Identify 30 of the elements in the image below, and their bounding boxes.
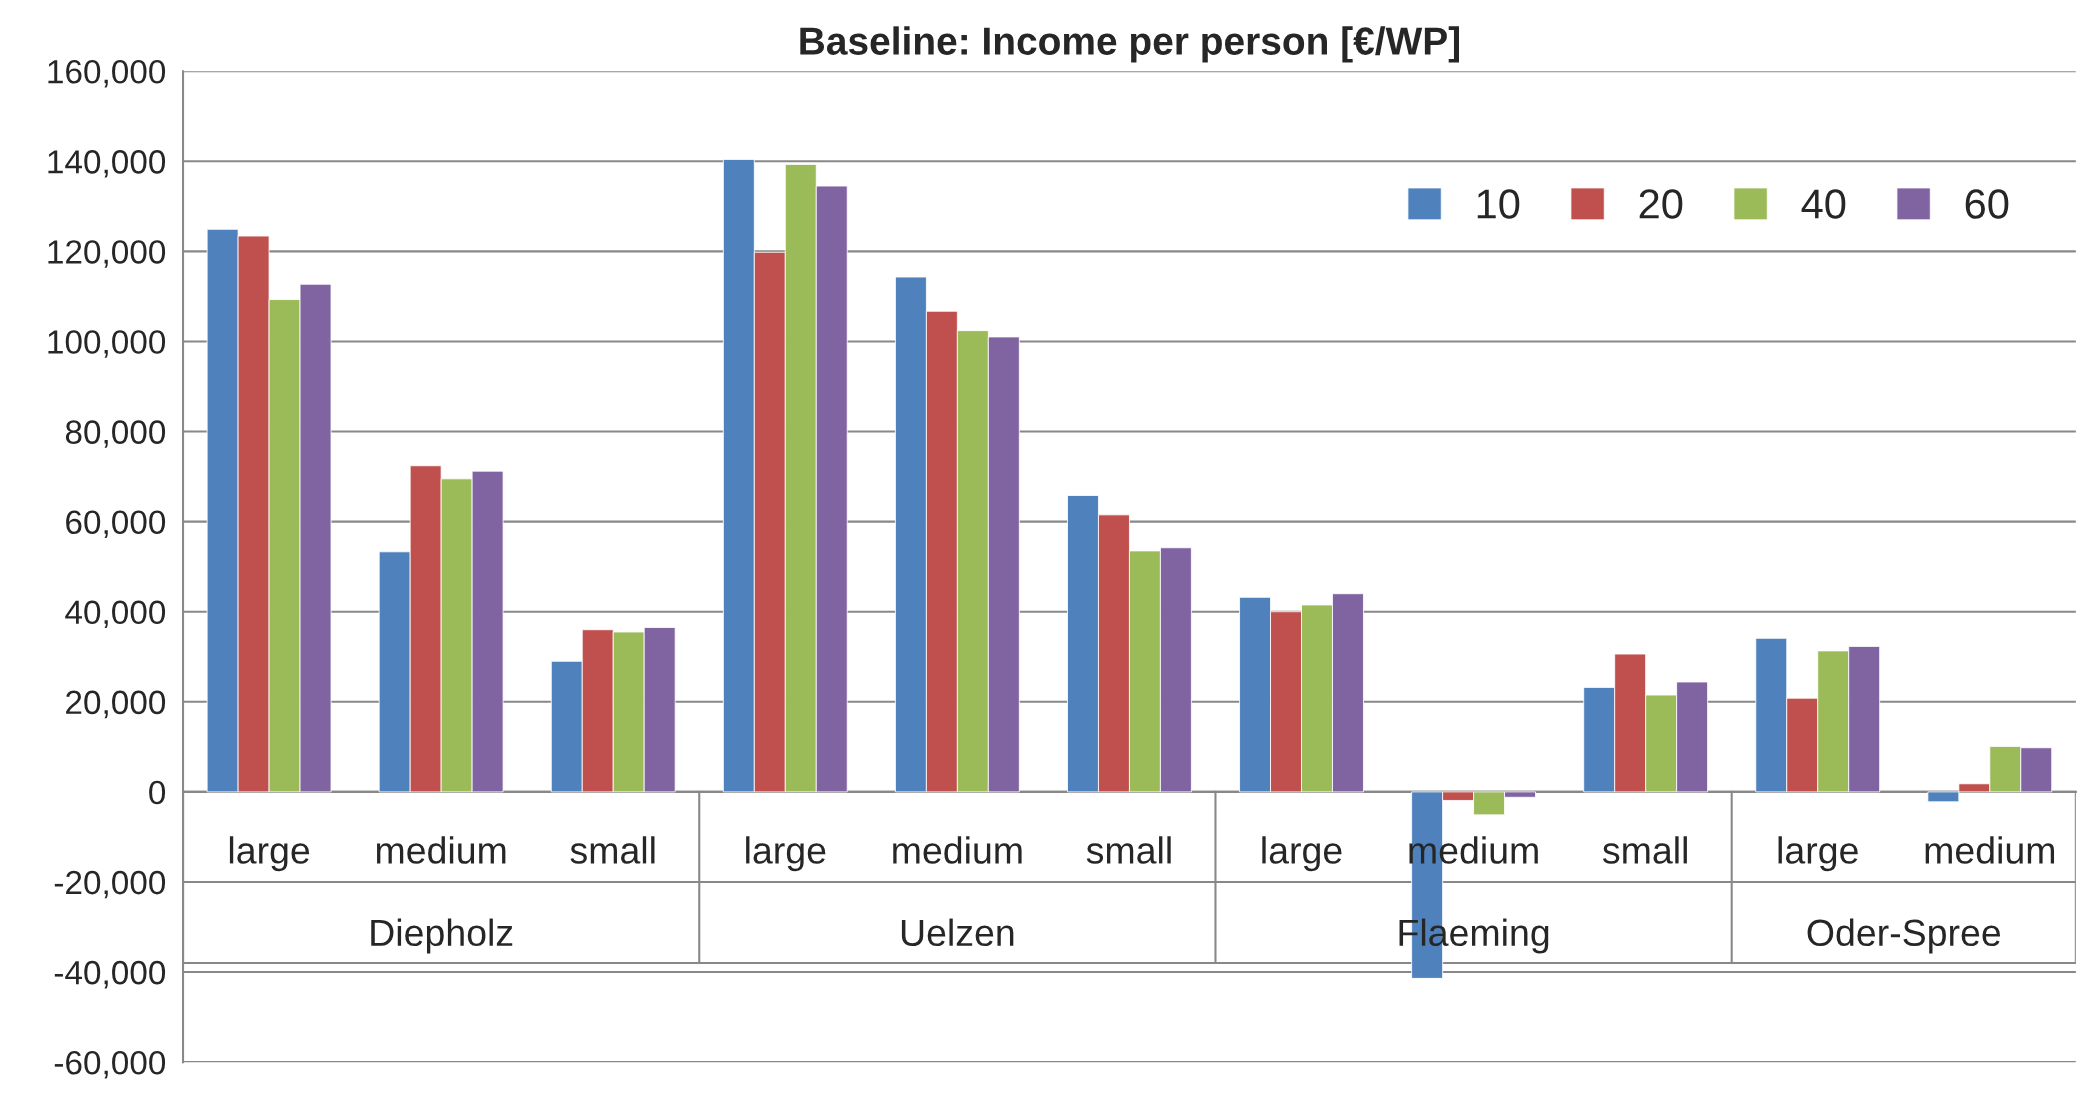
annotation: Oder-Spree <box>1807 918 2001 954</box>
y-tick-label: 120,000 <box>48 240 166 268</box>
y-tick-label: 80,000 <box>65 420 166 448</box>
x-tick-label: medium <box>1925 836 2055 864</box>
x-tick-label: small <box>1086 836 1171 864</box>
legend-label: 60 <box>1965 189 2009 219</box>
x-tick-label: medium <box>893 836 1022 864</box>
y-tick-label: 160,000 <box>48 59 166 88</box>
x-tick-label: small <box>1602 836 1687 864</box>
x-tick-label: large <box>746 836 826 872</box>
legend-label: 10 <box>1477 189 1520 219</box>
legend-label: 40 <box>1801 189 1846 219</box>
x-tick-label: small <box>570 836 655 864</box>
chart-title: Baseline: Income per person [€/WP] <box>800 26 1459 63</box>
y-tick-label: 60,000 <box>66 510 166 538</box>
y-tick-label: -20,000 <box>54 870 166 899</box>
x-tick-label: large <box>229 836 310 872</box>
y-tick-label: -60,000 <box>54 1050 166 1079</box>
y-tick-label: 40,000 <box>65 600 166 629</box>
annotation: Diepholz <box>371 918 513 954</box>
legend-label: 20 <box>1639 189 1683 219</box>
x-tick-label: large <box>1262 836 1342 872</box>
y-tick-label: 100,000 <box>48 330 166 358</box>
x-tick-label: medium <box>376 836 506 864</box>
y-tick-label: -40,000 <box>54 960 166 989</box>
y-tick-label: 140,000 <box>48 150 166 178</box>
y-tick-label: 0 <box>149 780 166 805</box>
y-tick-label: 20,000 <box>66 690 166 719</box>
annotation: Uelzen <box>901 918 1014 947</box>
x-tick-label: large <box>1778 836 1858 872</box>
